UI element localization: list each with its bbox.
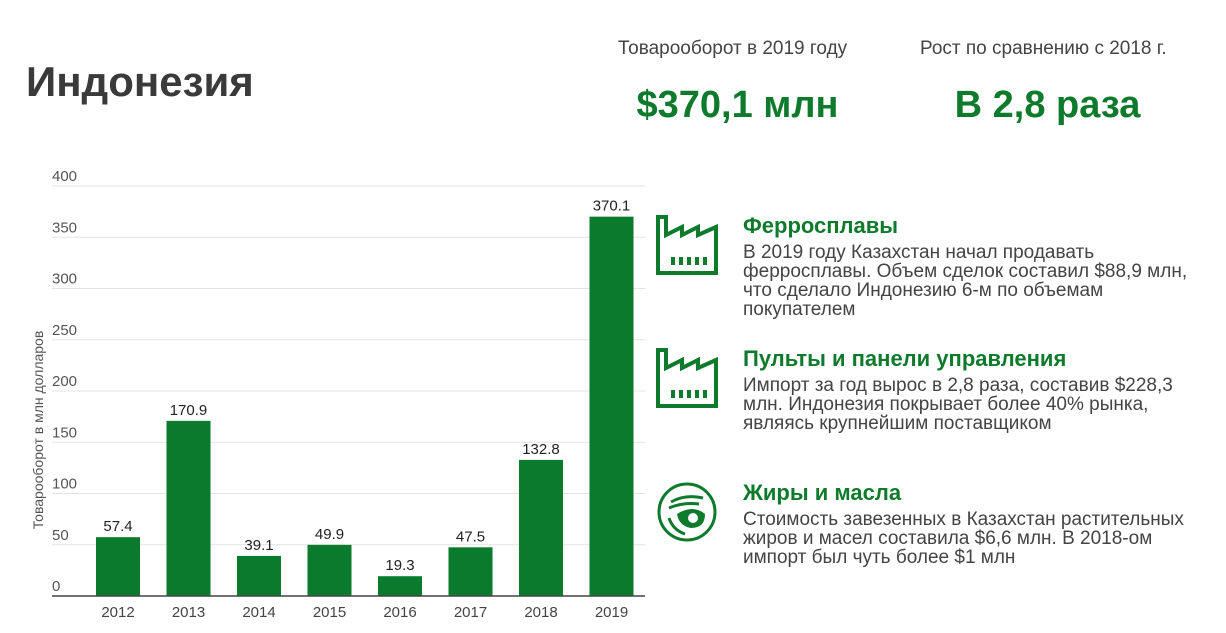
kpi-growth-value: В 2,8 раза	[954, 84, 1141, 126]
bar	[448, 547, 493, 596]
y-tick-label: 350	[52, 219, 77, 236]
kpi-growth-label: Рост по сравнению с 2018 г.	[920, 38, 1167, 59]
x-tick-label: 2015	[313, 604, 346, 621]
item-text: В 2019 году Казахстан начал продавать фе…	[743, 242, 1188, 320]
bar-value-label: 57.4	[103, 518, 132, 535]
x-tick-label: 2012	[101, 604, 134, 621]
chart-data-labels: 57.4 170.9 39.1 49.9 19.3 47.5 132.8 370.1	[103, 198, 630, 575]
bar	[378, 576, 422, 596]
kpi-turnover-value: $370,1 млн	[636, 84, 839, 126]
bar-value-label: 47.5	[456, 528, 485, 545]
y-axis-title: Товарооборот в млн долларов	[30, 331, 46, 530]
factory-icon	[656, 348, 718, 408]
item-control-panels: Пульты и панели управления Импорт за год…	[655, 346, 1215, 466]
x-tick-label: 2014	[242, 604, 275, 621]
y-tick-label: 50	[52, 527, 69, 544]
x-tick-label: 2016	[383, 604, 416, 621]
bar-value-label: 132.8	[522, 441, 560, 458]
chart-axes: 0 50 100 150 200 250 300 350 400 2012 2013 2014 2015…	[52, 168, 645, 621]
item-text: Импорт за год вырос в 2,8 раза, составив…	[743, 375, 1173, 434]
page-title: Индонезия	[26, 58, 254, 105]
y-tick-label: 250	[52, 322, 77, 339]
bar	[96, 537, 140, 596]
y-tick-label: 400	[52, 168, 77, 185]
x-tick-label: 2019	[595, 604, 628, 621]
item-fats-oils: Жиры и масла Стоимость завезенных в Каза…	[655, 480, 1215, 600]
bar	[166, 420, 211, 596]
y-tick-label: 200	[52, 373, 77, 390]
chart-gridlines	[52, 185, 645, 546]
item-text: Стоимость завезенных в Казахстан растите…	[743, 509, 1184, 568]
y-tick-label: 0	[52, 578, 60, 595]
y-tick-label: 300	[52, 271, 77, 288]
bar	[519, 459, 563, 596]
oil-drop-icon	[657, 482, 717, 542]
bar	[589, 216, 634, 596]
bar	[237, 555, 281, 596]
bar-value-label: 370.1	[593, 198, 631, 215]
y-tick-label: 100	[52, 476, 77, 493]
bar-value-label: 49.9	[315, 526, 344, 543]
x-tick-label: 2018	[524, 604, 557, 621]
factory-icon	[656, 215, 718, 275]
item-title: Пульты и панели управления	[743, 346, 1067, 371]
y-tick-label: 150	[52, 424, 77, 441]
item-ferroalloys: Ферросплавы В 2019 году Казахстан начал …	[655, 213, 1215, 333]
item-title: Ферросплавы	[743, 213, 899, 238]
x-tick-label: 2017	[454, 604, 487, 621]
bar-value-label: 39.1	[244, 537, 273, 554]
chart-bars	[96, 216, 634, 596]
bar-value-label: 19.3	[385, 557, 414, 574]
bar-chart: 57.4 170.9 39.1 49.9 19.3 47.5 132.8 370.1 0 50 1…	[30, 168, 645, 621]
x-tick-label: 2013	[172, 604, 205, 621]
item-title: Жиры и масла	[743, 480, 902, 505]
bar-value-label: 170.9	[170, 402, 208, 419]
kpi-turnover-label: Товарооборот в 2019 году	[618, 38, 848, 59]
bar	[307, 544, 352, 596]
